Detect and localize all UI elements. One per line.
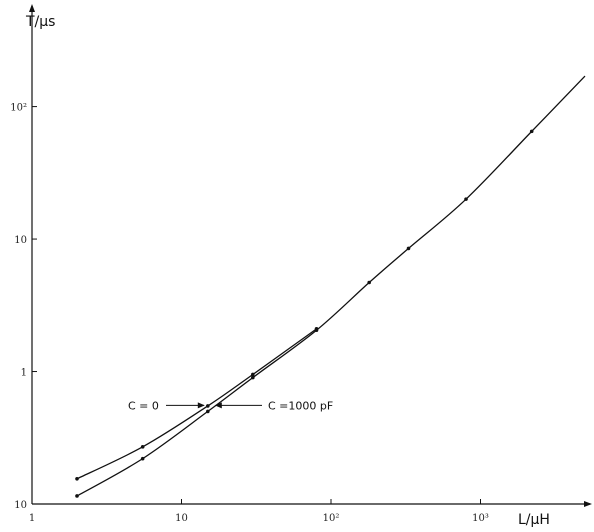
axes: [29, 4, 592, 507]
data-point: [140, 445, 145, 449]
x-axis-arrow: [584, 501, 592, 507]
x-tick-label: 1: [29, 513, 35, 524]
annotation-c1000-arrow-head: [214, 402, 222, 409]
series-layer: [75, 75, 586, 498]
annotation-layer: C = 0 C =1000 pF: [128, 399, 333, 412]
x-axis-title: L/μH: [518, 512, 550, 528]
data-point: [206, 409, 210, 414]
data-point: [140, 456, 145, 461]
data-point: [367, 280, 371, 285]
data-point: [406, 246, 411, 251]
data-point: [314, 328, 319, 333]
x-tick-label: 10³: [472, 513, 489, 524]
annotation-c0: C = 0: [128, 399, 159, 412]
ticks: [31, 106, 482, 505]
annotation-c1000: C =1000 pF: [268, 399, 333, 412]
data-point: [75, 476, 79, 481]
data-point: [75, 494, 79, 498]
data-point: [464, 197, 468, 201]
data-point: [206, 404, 210, 408]
y-tick-label: 10: [14, 500, 27, 511]
y-axis-arrow: [29, 4, 35, 12]
y-axis-title: T/μs: [25, 14, 55, 30]
annotation-c0-arrow-head: [197, 402, 205, 409]
y-tick-label: 10²: [10, 103, 27, 114]
series-line: [76, 75, 586, 497]
y-tick-label: 1: [21, 368, 27, 379]
data-point: [529, 129, 534, 134]
y-tick-label: 10: [14, 235, 27, 246]
data-point: [251, 372, 255, 377]
data-point: [251, 375, 255, 380]
x-tick-label: 10²: [323, 513, 340, 524]
x-tick-label: 10: [175, 513, 188, 524]
